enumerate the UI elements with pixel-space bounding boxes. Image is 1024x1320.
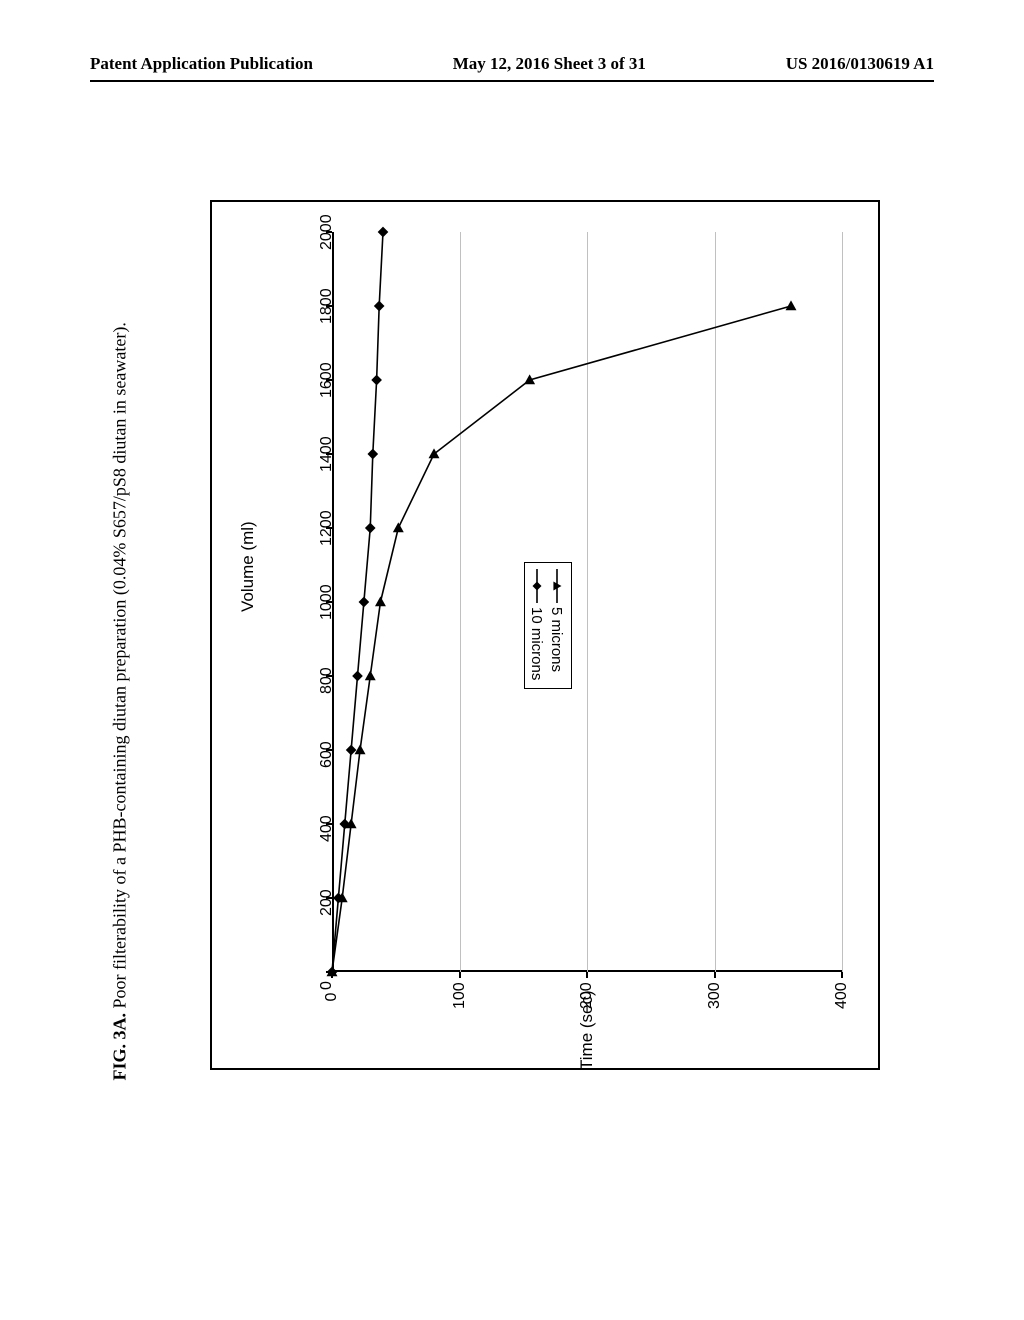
header-center: May 12, 2016 Sheet 3 of 31 (453, 54, 646, 74)
legend: 5 microns10 microns (524, 562, 572, 689)
figure-caption-text: Poor filterability of a PHB-containing d… (110, 322, 130, 1008)
y-tick-label: 100 (451, 985, 469, 1009)
header-left: Patent Application Publication (90, 54, 313, 74)
chart-series (332, 232, 842, 972)
x-axis-title: Volume (ml) (238, 600, 258, 612)
figure-label: FIG. 3A. (110, 1013, 130, 1081)
figure-caption: FIG. 3A. Poor filterability of a PHB-con… (110, 201, 131, 1081)
page-header: Patent Application Publication May 12, 2… (0, 54, 1024, 74)
plot-area: 0100200300400 02004006008001000120014001… (332, 232, 842, 972)
header-right: US 2016/0130619 A1 (786, 54, 934, 74)
legend-item: 5 microns (547, 569, 567, 680)
legend-item: 10 microns (527, 569, 547, 680)
y-tick-label: 400 (833, 985, 851, 1009)
header-rule (90, 80, 934, 82)
x-tick-label: 0 (318, 981, 336, 990)
figure-block: FIG. 3A. Poor filterability of a PHB-con… (120, 200, 880, 1080)
y-axis-title: Time (sec) (577, 990, 597, 1070)
y-tick-label: 300 (706, 985, 724, 1009)
chart-frame: 0100200300400 02004006008001000120014001… (210, 200, 880, 1070)
